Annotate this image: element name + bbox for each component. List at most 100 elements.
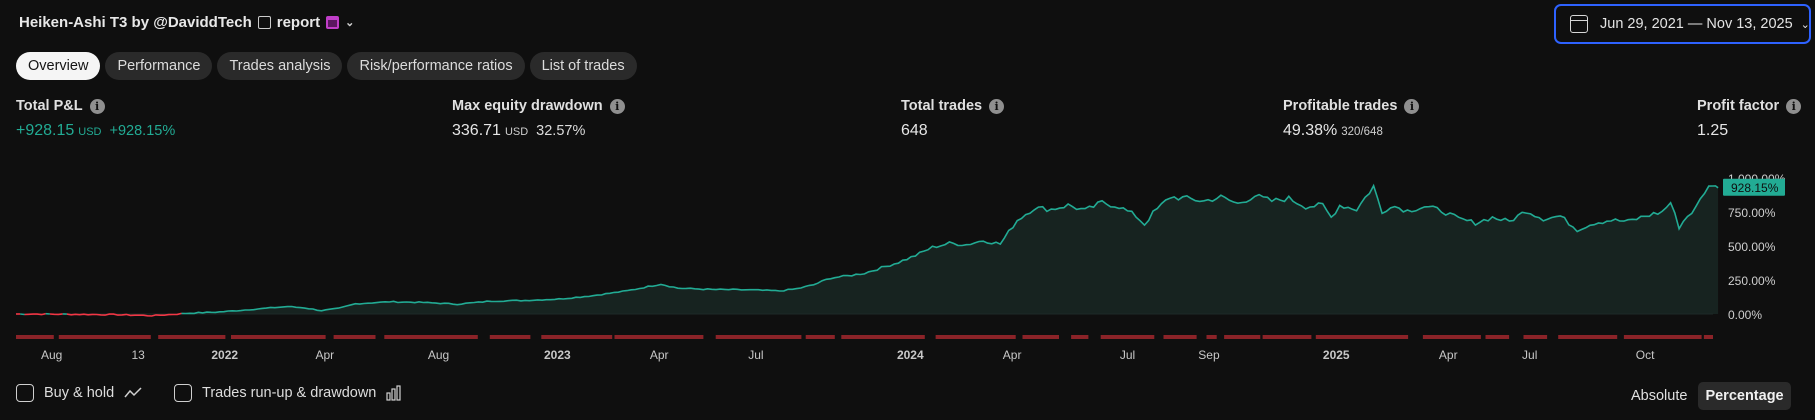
date-range-picker[interactable]: Jun 29, 2021 — Nov 13, 2025 ⌄: [1554, 4, 1811, 44]
tab-risk-performance-ratios[interactable]: Risk/performance ratios: [347, 52, 525, 80]
metric-total-pnl: Total P&L i +928.15 USD +928.15%: [16, 98, 175, 140]
tab-performance[interactable]: Performance: [105, 52, 213, 80]
x-tick-label-4: Aug: [428, 348, 449, 362]
scale-toggle: Absolute Percentage: [1624, 382, 1791, 410]
drawdown-bar-4: [333, 335, 376, 339]
metric-label: Total P&L: [16, 98, 83, 114]
tab-list-of-trades[interactable]: List of trades: [529, 52, 637, 80]
drawdown-bar-16: [1163, 335, 1197, 339]
x-tick-label-7: Jul: [748, 348, 763, 362]
calendar-icon: [1570, 15, 1588, 33]
metric-max-equity-drawdown: Max equity drawdown i 336.71 USD 32.57%: [452, 98, 625, 140]
runup-drawdown-label: Trades run-up & drawdown: [202, 385, 377, 401]
drawdown-bar-20: [1315, 335, 1409, 339]
strategy-title[interactable]: Heiken-Ashi T3 by @DaviddTech report ⌄: [19, 14, 354, 31]
buy-hold-checkbox[interactable]: [16, 384, 34, 402]
metric-label: Profit factor: [1697, 98, 1780, 114]
drawdown-bar-9: [715, 335, 802, 339]
metric-label: Profitable trades: [1283, 98, 1398, 114]
calendar-badge-icon: [326, 16, 340, 29]
drawdown-bar-21: [1422, 335, 1481, 339]
drawdown-bar-25: [1623, 335, 1702, 339]
absolute-toggle[interactable]: Absolute: [1631, 388, 1688, 404]
tab-overview[interactable]: Overview: [16, 52, 101, 80]
x-tick-label-3: Apr: [316, 348, 335, 362]
buy-hold-label: Buy & hold: [44, 385, 115, 401]
info-icon[interactable]: i: [1404, 98, 1420, 114]
percentage-toggle[interactable]: Percentage: [1698, 382, 1791, 410]
drawdown-bar-18: [1224, 335, 1261, 339]
bar-chart-icon: [386, 385, 401, 401]
metric-percent: 32.57%: [536, 123, 586, 139]
tab-trades-analysis[interactable]: Trades analysis: [217, 52, 343, 80]
drawdown-bar-24: [1558, 335, 1618, 339]
drawdown-bar-8: [614, 335, 704, 339]
runup-drawdown-checkbox[interactable]: [174, 384, 192, 402]
x-tick-label-6: Apr: [650, 348, 669, 362]
y-tick-label-2: 500.00%: [1728, 240, 1776, 254]
metric-label: Total trades: [901, 98, 983, 114]
x-tick-label-13: Apr: [1439, 348, 1458, 362]
x-tick-label-12: 2025: [1323, 348, 1350, 362]
drawdown-bar-26: [1703, 335, 1713, 339]
drawdown-bar-1: [58, 335, 151, 339]
report-label: report: [276, 14, 321, 31]
buy-hold-option[interactable]: Buy & hold: [16, 384, 142, 402]
equity-line-segment-1: [20, 313, 25, 316]
equity-line-segment-2: [24, 312, 46, 316]
info-icon[interactable]: i: [89, 98, 105, 114]
drawdown-bar-11: [841, 335, 925, 339]
metric-label: Max equity drawdown: [452, 98, 603, 114]
x-tick-label-2: 2022: [211, 348, 238, 362]
x-tick-label-11: Sep: [1198, 348, 1220, 362]
y-tick-label-1: 250.00%: [1728, 274, 1776, 288]
metric-total-trades: Total trades i 648: [901, 98, 1005, 140]
runup-drawdown-option[interactable]: Trades run-up & drawdown: [174, 384, 402, 402]
info-icon[interactable]: i: [609, 98, 625, 114]
drawdown-bar-17: [1206, 335, 1217, 339]
metric-value: 648: [901, 122, 928, 139]
chevron-down-icon: ⌄: [1800, 18, 1810, 31]
metric-value: 1.25: [1697, 122, 1729, 139]
metric-profitable-trades: Profitable trades i 49.38% 320/648: [1283, 98, 1420, 140]
line-chart-icon: [124, 387, 142, 398]
x-tick-label-14: Jul: [1522, 348, 1537, 362]
metric-value: 49.38%: [1283, 122, 1338, 139]
metric-unit: USD: [78, 126, 102, 138]
drawdown-bar-7: [541, 335, 613, 339]
metric-unit: USD: [504, 126, 529, 138]
equity-area: [16, 185, 1719, 314]
drawdown-bar-12: [935, 335, 1016, 339]
x-tick-label-15: Oct: [1636, 348, 1655, 362]
info-icon[interactable]: i: [989, 98, 1005, 114]
drawdown-bar-22: [1485, 335, 1510, 339]
y-tick-label-3: 750.00%: [1728, 206, 1776, 220]
x-tick-label-0: Aug: [41, 348, 62, 362]
drawdown-bar-19: [1262, 335, 1312, 339]
x-tick-label-5: 2023: [544, 348, 571, 362]
drawdown-bar-13: [1022, 335, 1059, 339]
drawdown-bar-2: [158, 335, 226, 339]
strategy-name: Heiken-Ashi T3 by @DaviddTech: [19, 14, 252, 31]
equity-chart[interactable]: 0.00%250.00%500.00%750.00%1,000.00%928.1…: [0, 150, 1815, 370]
x-tick-label-9: Apr: [1003, 348, 1022, 362]
metric-profit-factor: Profit factor i 1.25: [1697, 98, 1802, 140]
equity-line-segment-6: [66, 312, 182, 317]
drawdown-bar-3: [231, 335, 326, 339]
metric-percent: +928.15%: [109, 123, 176, 139]
date-range-label: Jun 29, 2021 — Nov 13, 2025: [1600, 16, 1793, 32]
report-tabs: Overview Performance Trades analysis Ris…: [16, 52, 637, 80]
x-tick-label-10: Jul: [1120, 348, 1135, 362]
drawdown-bar-0: [16, 335, 54, 339]
x-tick-label-1: 13: [132, 348, 146, 362]
drawdown-bar-15: [1100, 335, 1155, 339]
metric-value: +928.15: [16, 122, 75, 139]
drawdown-bar-23: [1523, 335, 1548, 339]
equity-line-segment-7: [181, 183, 1719, 315]
metric-value: 336.71: [452, 122, 501, 139]
strategy-icon: [257, 16, 271, 29]
info-icon[interactable]: i: [1786, 98, 1802, 114]
drawdown-bar-5: [384, 335, 478, 339]
last-value-label: 928.15%: [1731, 181, 1779, 195]
y-tick-label-0: 0.00%: [1728, 308, 1762, 322]
